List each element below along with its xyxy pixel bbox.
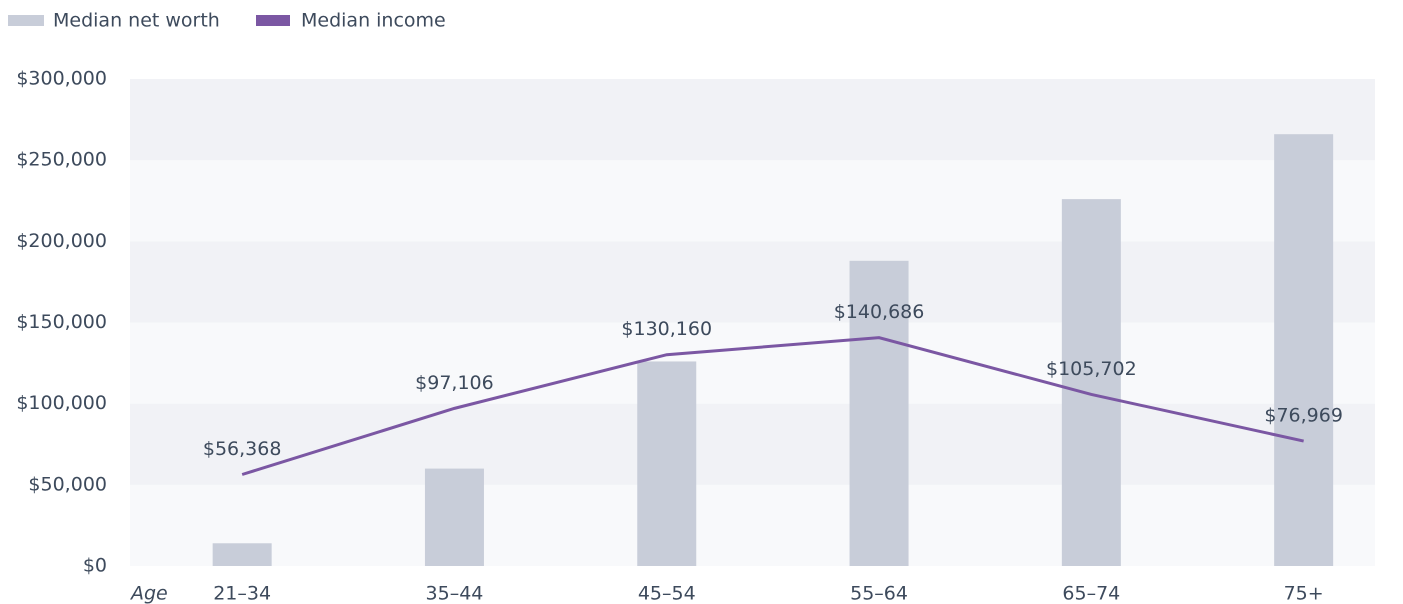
legend-label: Median net worth <box>53 10 220 32</box>
legend-swatch <box>256 15 290 26</box>
x-tick-label: 65–74 <box>1062 583 1120 604</box>
grid-band <box>130 160 1375 242</box>
y-tick-label: $50,000 <box>28 473 107 495</box>
data-label: $130,160 <box>621 318 712 340</box>
line <box>241 336 1304 476</box>
bar <box>424 468 484 566</box>
data-label: $76,969 <box>1264 405 1343 427</box>
data-label: $105,702 <box>1046 358 1137 380</box>
data-label: $56,368 <box>203 438 282 460</box>
x-tick-label: 75+ <box>1284 583 1324 604</box>
bar <box>637 361 697 566</box>
data-label: $97,106 <box>415 372 494 394</box>
data-label: $140,686 <box>834 301 925 323</box>
bar <box>1274 134 1334 566</box>
grid-band <box>130 322 1375 404</box>
bar <box>849 260 909 566</box>
bar <box>1061 199 1121 567</box>
x-axis-label: Age <box>129 583 168 604</box>
y-tick-label: $300,000 <box>16 68 107 90</box>
y-tick-label: $200,000 <box>16 230 107 252</box>
x-tick-label: 21–34 <box>213 583 271 604</box>
y-tick-label: $0 <box>83 555 107 577</box>
y-tick-label: $250,000 <box>16 149 107 171</box>
x-tick-label: 35–44 <box>426 583 484 604</box>
legend-swatch <box>8 15 44 26</box>
x-tick-label: 45–54 <box>638 583 696 604</box>
y-tick-label: $150,000 <box>16 311 107 333</box>
x-tick-label: 55–64 <box>850 583 908 604</box>
legend-label: Median income <box>301 10 446 32</box>
bar <box>212 543 272 566</box>
grid-band <box>130 79 1375 161</box>
grid-band <box>130 484 1375 566</box>
y-tick-label: $100,000 <box>16 392 107 414</box>
grid-band <box>130 241 1375 323</box>
